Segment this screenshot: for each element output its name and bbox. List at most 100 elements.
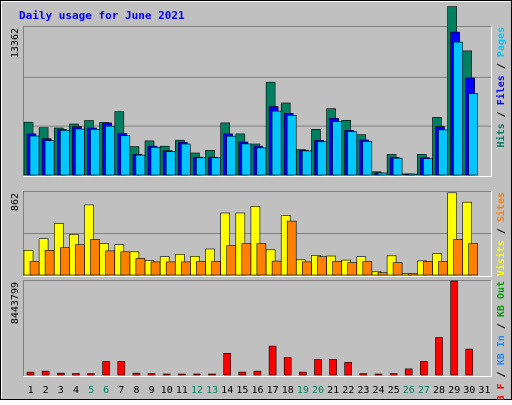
legend-kbytes: KB F / KB In / KB Out bbox=[496, 281, 507, 400]
legend-item-pages: Pages bbox=[496, 27, 507, 57]
bar-visits-sites bbox=[75, 244, 85, 276]
x-tick-label: 13 bbox=[206, 385, 218, 396]
bar-kbytes-kb-f bbox=[223, 352, 231, 376]
bar-hits-pages bbox=[256, 147, 267, 176]
bar-kbytes-kb-f bbox=[314, 359, 322, 376]
x-tick-label: 20 bbox=[312, 385, 324, 396]
x-tick-label: 5 bbox=[88, 385, 94, 396]
bar-hits-pages bbox=[211, 157, 221, 176]
x-tick-label: 2 bbox=[43, 385, 49, 396]
bar-kbytes-kb-f bbox=[147, 373, 156, 376]
bar-visits-sites bbox=[135, 258, 146, 276]
bar-visits-sites bbox=[165, 261, 176, 276]
x-tick-label: 1 bbox=[28, 385, 34, 396]
bar-hits-pages bbox=[75, 128, 85, 176]
x-tick-label: 27 bbox=[418, 385, 430, 396]
bar-visits-sites bbox=[196, 261, 206, 276]
bar-visits-sites bbox=[301, 261, 312, 276]
panel-visits: 862 Visits / Sites bbox=[10, 191, 507, 277]
y-max-label-hits: 13362 bbox=[10, 28, 21, 58]
bar-hits-pages bbox=[150, 147, 161, 176]
bar-visits-sites bbox=[241, 243, 252, 276]
bar-visits-sites bbox=[423, 261, 433, 276]
x-tick-label: 6 bbox=[103, 385, 109, 396]
bar-kbytes-kb-f bbox=[465, 348, 474, 376]
bar-hits-pages bbox=[332, 121, 342, 176]
bar-visits-visits bbox=[447, 192, 457, 276]
bar-visits-sites bbox=[317, 256, 327, 276]
bar-hits-pages bbox=[241, 143, 252, 176]
bar-hits-pages bbox=[377, 172, 388, 176]
bar-hits-pages bbox=[362, 141, 373, 176]
bar-hits-pages bbox=[407, 173, 418, 176]
x-tick-label: 22 bbox=[342, 385, 354, 396]
bar-kbytes-kb-f bbox=[268, 345, 277, 376]
bar-visits-visits bbox=[462, 201, 473, 276]
x-tick-label: 16 bbox=[251, 385, 263, 396]
x-tick-label: 11 bbox=[176, 385, 188, 396]
bar-kbytes-kb-f bbox=[87, 373, 95, 376]
x-tick-label: 15 bbox=[236, 385, 248, 396]
bar-visits-visits bbox=[250, 206, 261, 276]
bar-visits-sites bbox=[44, 250, 55, 276]
bar-visits-sites bbox=[438, 261, 448, 276]
legend-item-kb-out: KB Out bbox=[496, 281, 507, 317]
bar-kbytes-kb-f bbox=[404, 368, 413, 376]
legend-item-kb-f: KB F bbox=[496, 383, 507, 400]
x-tick-label: 17 bbox=[267, 385, 279, 396]
bar-hits-pages bbox=[120, 135, 131, 176]
legend-hits: Hits / Files / Pages bbox=[495, 27, 507, 147]
bar-visits-sites bbox=[286, 220, 297, 276]
panel-kbytes: 8443799 KB F / KB In / KB Out bbox=[10, 280, 507, 405]
x-tick-label: 8 bbox=[133, 385, 139, 396]
x-tick-label: 25 bbox=[388, 385, 400, 396]
bar-hits-pages bbox=[468, 93, 479, 176]
x-axis-day-labels: 1 2 3 4 5 6 7 8 9 10 11 12 13 14 15 16 17 18 19 20 21 22 23 24 2… bbox=[28, 385, 491, 396]
x-tick-label: 26 bbox=[403, 385, 415, 396]
bar-kbytes-kb-f bbox=[374, 373, 383, 376]
bar-kbytes-kb-f bbox=[208, 373, 216, 376]
bar-visits-sites bbox=[29, 261, 40, 276]
x-tick-label: 24 bbox=[372, 385, 384, 396]
x-tick-label: 3 bbox=[58, 385, 64, 396]
bar-visits-sites bbox=[362, 261, 373, 276]
bar-kbytes-kb-f bbox=[253, 370, 262, 376]
bar-hits-pages bbox=[135, 154, 146, 176]
bar-hits-pages bbox=[226, 135, 236, 176]
bar-hits-pages bbox=[301, 150, 312, 176]
bar-hits-pages bbox=[90, 129, 100, 176]
bar-visits-sites bbox=[407, 273, 418, 276]
bar-kbytes-kb-f bbox=[26, 371, 35, 376]
bar-hits-pages bbox=[105, 125, 115, 176]
x-tick-label: 7 bbox=[118, 385, 124, 396]
bar-hits-pages bbox=[453, 41, 463, 176]
legend-item-files: Files bbox=[495, 75, 507, 105]
legend-separator: / bbox=[496, 317, 507, 335]
bar-kbytes-kb-f bbox=[435, 337, 443, 376]
bar-visits-sites bbox=[181, 261, 191, 276]
legend-item-kb-in: KB In bbox=[496, 335, 507, 365]
x-tick-label: 19 bbox=[297, 385, 309, 396]
bar-kbytes-kb-f bbox=[283, 357, 292, 376]
bar-kbytes-kb-f bbox=[389, 373, 398, 376]
bar-kbytes-kb-f bbox=[162, 373, 171, 376]
bar-kbytes-kb-f bbox=[359, 373, 368, 376]
bar-visits-sites bbox=[468, 243, 479, 276]
bar-visits-sites bbox=[211, 261, 221, 276]
x-tick-label: 29 bbox=[448, 385, 460, 396]
panel-hits: 13362 Hits / Files / Pages bbox=[10, 6, 507, 177]
bar-hits-pages bbox=[271, 110, 282, 176]
legend-separator: / bbox=[496, 365, 507, 383]
bar-kbytes-kb-f bbox=[450, 280, 458, 376]
bar-kbytes-kb-f bbox=[344, 362, 353, 376]
bar-kbytes-kb-f bbox=[329, 359, 337, 376]
bar-hits-pages bbox=[392, 157, 403, 176]
bar-visits-sites bbox=[347, 262, 358, 276]
x-tick-label: 23 bbox=[357, 385, 369, 396]
bar-visits-sites bbox=[271, 260, 282, 276]
legend-separator: / bbox=[496, 222, 507, 240]
bar-kbytes-kb-f bbox=[132, 372, 141, 376]
bar-hits-pages bbox=[286, 115, 297, 176]
bar-visits-sites bbox=[332, 261, 342, 276]
